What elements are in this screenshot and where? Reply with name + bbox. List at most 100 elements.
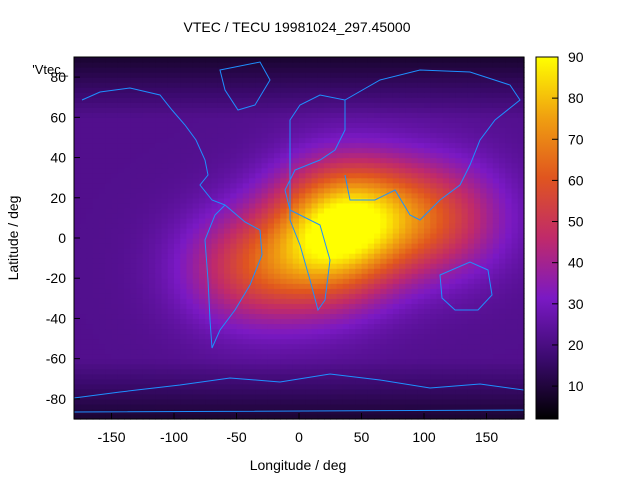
heatmap-cell xyxy=(167,353,175,360)
heatmap-cell xyxy=(374,368,381,375)
heatmap-cell xyxy=(305,283,313,289)
heatmap-cell xyxy=(455,137,463,144)
heatmap-cell xyxy=(361,398,369,405)
heatmap-cell xyxy=(311,157,319,164)
heatmap-cell xyxy=(142,82,150,88)
heatmap-cell xyxy=(92,152,100,159)
heatmap-cell xyxy=(330,273,338,279)
heatmap-cell xyxy=(280,217,288,224)
heatmap-cell xyxy=(242,323,250,330)
heatmap-cell xyxy=(149,192,156,199)
heatmap-cell xyxy=(492,137,500,144)
heatmap-cell xyxy=(280,338,288,345)
heatmap-cell xyxy=(417,107,425,113)
heatmap-cell xyxy=(292,217,300,224)
heatmap-cell xyxy=(367,212,375,219)
heatmap-cell xyxy=(361,323,369,330)
heatmap-cell xyxy=(74,338,81,345)
heatmap-cell xyxy=(192,202,200,209)
heatmap-cell xyxy=(449,72,456,78)
heatmap-cell xyxy=(461,112,469,118)
heatmap-cell xyxy=(92,288,100,294)
heatmap-cell xyxy=(149,122,156,128)
heatmap-cell xyxy=(261,368,269,375)
heatmap-cell xyxy=(474,232,481,239)
heatmap-cell xyxy=(167,288,175,294)
heatmap-cell xyxy=(99,388,106,395)
heatmap-cell xyxy=(499,122,506,128)
heatmap-cell xyxy=(399,323,406,330)
heatmap-cell xyxy=(361,77,369,83)
heatmap-cell xyxy=(342,207,350,214)
heatmap-cell xyxy=(117,192,125,199)
heatmap-cell xyxy=(174,353,181,360)
heatmap-cell xyxy=(242,283,250,289)
heatmap-cell xyxy=(467,408,475,415)
heatmap-cell xyxy=(317,313,325,320)
heatmap-cell xyxy=(186,298,194,304)
heatmap-cell xyxy=(199,238,206,244)
heatmap-cell xyxy=(349,187,356,194)
heatmap-cell xyxy=(192,288,200,294)
heatmap-cell xyxy=(399,162,406,169)
heatmap-cell xyxy=(242,182,250,189)
heatmap-cell xyxy=(499,388,506,395)
heatmap-cell xyxy=(267,358,275,365)
heatmap-cell xyxy=(174,177,181,184)
heatmap-cell xyxy=(411,122,419,128)
heatmap-cell xyxy=(205,313,213,320)
heatmap-cell xyxy=(467,77,475,83)
heatmap-cell xyxy=(355,157,363,164)
heatmap-cell xyxy=(455,117,463,123)
heatmap-cell xyxy=(80,117,88,123)
heatmap-cell xyxy=(117,293,125,299)
heatmap-cell xyxy=(480,343,488,350)
heatmap-cell xyxy=(230,413,238,420)
heatmap-cell xyxy=(499,273,506,279)
heatmap-cell xyxy=(111,122,119,128)
heatmap-cell xyxy=(111,157,119,164)
heatmap-cell xyxy=(311,288,319,294)
heatmap-cell xyxy=(349,152,356,159)
heatmap-cell xyxy=(349,408,356,415)
heatmap-cell xyxy=(86,333,94,340)
heatmap-cell xyxy=(417,117,425,123)
heatmap-cell xyxy=(261,107,269,113)
heatmap-cell xyxy=(336,217,344,224)
heatmap-cell xyxy=(180,172,188,179)
heatmap-cell xyxy=(299,263,306,269)
heatmap-cell xyxy=(99,378,106,385)
heatmap-cell xyxy=(342,323,350,330)
heatmap-cell xyxy=(249,157,256,164)
heatmap-cell xyxy=(255,77,263,83)
heatmap-cell xyxy=(142,72,150,78)
heatmap-cell xyxy=(492,343,500,350)
heatmap-cell xyxy=(467,152,475,159)
heatmap-cell xyxy=(124,338,131,345)
heatmap-cell xyxy=(267,373,275,380)
heatmap-cell xyxy=(405,353,413,360)
heatmap-cell xyxy=(505,328,513,335)
heatmap-cell xyxy=(430,303,438,309)
heatmap-cell xyxy=(380,363,388,370)
heatmap-cell xyxy=(492,378,500,385)
heatmap-cell xyxy=(92,202,100,209)
heatmap-cell xyxy=(167,132,175,139)
heatmap-cell xyxy=(280,122,288,128)
heatmap-cell xyxy=(411,383,419,390)
heatmap-cell xyxy=(367,408,375,415)
heatmap-cell xyxy=(417,187,425,194)
heatmap-cell xyxy=(424,378,431,385)
heatmap-cell xyxy=(292,243,300,249)
heatmap-cell xyxy=(442,243,450,249)
heatmap-cell xyxy=(492,318,500,325)
heatmap-cell xyxy=(511,348,519,355)
heatmap-cell xyxy=(480,373,488,380)
heatmap-cell xyxy=(449,273,456,279)
heatmap-cell xyxy=(174,82,181,88)
heatmap-cell xyxy=(392,253,400,259)
heatmap-cell xyxy=(280,403,288,410)
heatmap-cell xyxy=(349,383,356,390)
heatmap-cell xyxy=(499,192,506,199)
heatmap-cell xyxy=(149,132,156,139)
